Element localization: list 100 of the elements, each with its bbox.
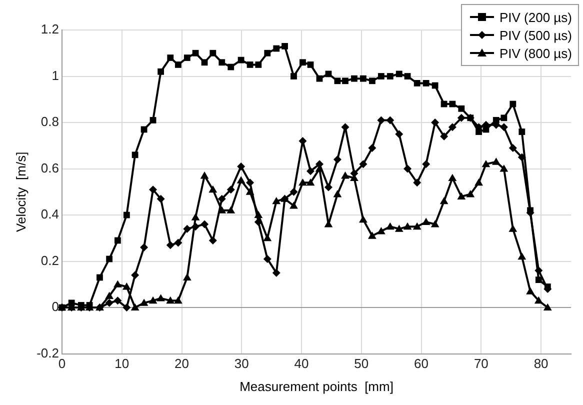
point <box>440 196 448 204</box>
point <box>396 70 402 78</box>
point <box>246 61 254 68</box>
point <box>192 50 199 56</box>
point <box>342 78 348 84</box>
point <box>246 178 254 187</box>
point <box>208 236 217 244</box>
point <box>334 78 341 84</box>
point <box>150 117 156 124</box>
point <box>306 167 315 176</box>
point <box>298 178 307 186</box>
point <box>140 243 148 252</box>
point <box>272 196 281 204</box>
point <box>237 162 246 170</box>
point <box>114 296 122 305</box>
point <box>500 164 508 172</box>
point <box>272 268 280 277</box>
point <box>359 160 368 168</box>
point <box>174 238 182 247</box>
point <box>508 144 517 152</box>
point <box>449 100 456 108</box>
point <box>534 266 543 275</box>
point <box>508 224 518 232</box>
point <box>386 73 394 80</box>
y-tick-label: 1.2 <box>40 22 59 37</box>
point <box>174 296 182 304</box>
point <box>518 128 526 135</box>
point <box>149 186 158 194</box>
point <box>158 68 164 75</box>
point <box>341 172 350 179</box>
y-tick-label: -0.2 <box>36 345 59 360</box>
point <box>183 224 192 233</box>
point <box>148 296 158 304</box>
y-tick-label: 0.2 <box>40 252 59 268</box>
y-tick-label: 0 <box>52 299 59 314</box>
point <box>325 70 332 78</box>
point <box>534 296 543 304</box>
point <box>333 156 342 164</box>
point <box>466 190 475 198</box>
point <box>359 215 368 223</box>
point <box>394 224 404 232</box>
point <box>290 188 298 196</box>
point <box>156 294 166 302</box>
point <box>238 56 244 64</box>
point <box>290 73 297 80</box>
point <box>333 190 342 198</box>
x-tick-label: 70 <box>474 356 488 372</box>
point <box>422 218 430 225</box>
point <box>236 176 246 184</box>
y-tick-label: 1 <box>52 68 59 83</box>
point <box>246 188 254 195</box>
point <box>105 298 114 307</box>
point <box>482 160 490 168</box>
point <box>122 282 131 290</box>
point <box>386 116 394 124</box>
point <box>368 78 376 84</box>
point <box>184 54 190 61</box>
point <box>306 178 315 186</box>
point <box>300 59 306 66</box>
y-tick-label: 0.6 <box>40 160 59 176</box>
legend-label: PIV (200 µs) <box>499 10 572 24</box>
point <box>413 178 422 187</box>
point <box>113 280 122 288</box>
point <box>201 59 208 66</box>
point <box>360 75 366 82</box>
point <box>386 222 394 230</box>
point <box>166 296 175 304</box>
y-axis-title: Velocity [m/s] <box>13 152 28 232</box>
legend-label: PIV (500 µs) <box>499 28 572 42</box>
point <box>140 298 148 306</box>
point <box>448 174 457 182</box>
point <box>432 82 438 89</box>
point <box>457 192 466 200</box>
point <box>166 241 174 250</box>
point <box>273 45 280 52</box>
point <box>474 178 483 186</box>
point <box>96 274 103 281</box>
point <box>131 271 140 280</box>
point <box>228 64 234 70</box>
point <box>263 254 272 263</box>
point <box>377 116 386 124</box>
point <box>412 222 422 230</box>
point <box>182 273 192 280</box>
point <box>526 287 534 294</box>
point <box>376 227 386 234</box>
point <box>122 304 131 312</box>
x-tick-label: 80 <box>534 356 548 372</box>
point <box>200 172 209 179</box>
point <box>378 73 384 80</box>
point <box>132 152 138 158</box>
point <box>105 292 114 299</box>
y-tick-label: 0.8 <box>40 114 59 130</box>
point <box>403 222 412 230</box>
x-tick-label: 40 <box>294 356 309 372</box>
point <box>174 61 182 68</box>
point <box>458 105 465 112</box>
point <box>114 237 121 244</box>
point <box>500 114 508 122</box>
point <box>106 256 113 262</box>
point <box>254 210 263 218</box>
